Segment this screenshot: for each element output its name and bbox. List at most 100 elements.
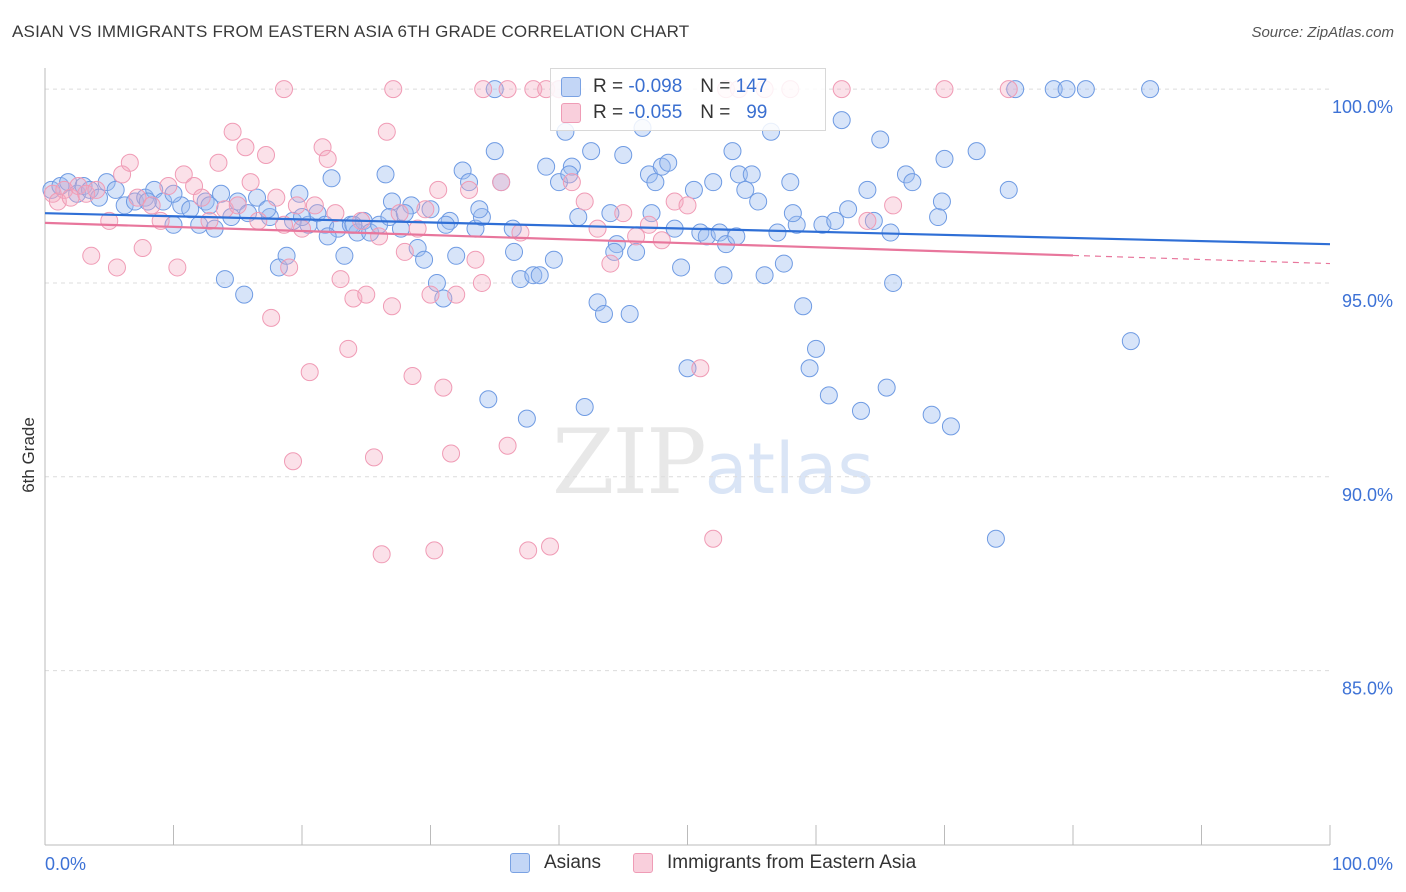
immigrants-point bbox=[275, 215, 294, 234]
immigrants-point bbox=[466, 250, 485, 269]
immigrants-point bbox=[639, 215, 658, 234]
immigrants-point bbox=[300, 363, 319, 382]
asians-point bbox=[684, 180, 703, 199]
asians-point bbox=[290, 184, 309, 203]
immigrants-point bbox=[395, 242, 414, 261]
asians-point bbox=[582, 142, 601, 161]
asians-point bbox=[832, 111, 851, 130]
asians-point bbox=[530, 266, 549, 285]
asians-point bbox=[941, 417, 960, 436]
asians-point bbox=[781, 173, 800, 192]
asians-point bbox=[627, 242, 646, 261]
asians-point bbox=[903, 173, 922, 192]
asians-point bbox=[517, 409, 536, 428]
asians-point bbox=[588, 293, 607, 312]
immigrants-point bbox=[999, 80, 1018, 99]
series-label-asians: Asians bbox=[544, 852, 602, 873]
immigrants-trend-extension bbox=[1072, 254, 1331, 265]
immigrants-point bbox=[241, 173, 260, 192]
immigrants-point bbox=[519, 541, 538, 560]
asians-point bbox=[742, 165, 761, 184]
immigrants-point bbox=[474, 80, 493, 99]
asians-point bbox=[215, 270, 234, 289]
immigrants-point bbox=[498, 80, 517, 99]
immigrants-point bbox=[249, 211, 268, 230]
immigrants-point bbox=[588, 219, 607, 238]
asians-point bbox=[967, 142, 986, 161]
legend-r-value: -0.098 bbox=[628, 76, 683, 97]
series-legend-immigrants: Immigrants from Eastern Asia bbox=[633, 852, 916, 874]
series-swatch-asians bbox=[510, 853, 530, 873]
immigrants-point bbox=[77, 184, 96, 203]
immigrants-point bbox=[498, 436, 517, 455]
asians-point bbox=[485, 142, 504, 161]
immigrants-point bbox=[120, 153, 139, 172]
series-label-immigrants: Immigrants from Eastern Asia bbox=[667, 852, 917, 873]
asians-point bbox=[1141, 80, 1160, 99]
immigrants-point bbox=[421, 285, 440, 304]
immigrants-point bbox=[425, 541, 444, 560]
asians-point bbox=[839, 200, 858, 219]
immigrants-point bbox=[832, 80, 851, 99]
asians-point bbox=[605, 242, 624, 261]
asians-point bbox=[524, 266, 543, 285]
asians-point bbox=[642, 204, 661, 223]
immigrants-point bbox=[133, 239, 152, 258]
asians-point bbox=[794, 297, 813, 316]
asians-point bbox=[1121, 332, 1140, 351]
asians-point bbox=[601, 204, 620, 223]
watermark: ZIPatlas bbox=[552, 410, 874, 515]
immigrants-point bbox=[87, 180, 106, 199]
asians-point bbox=[614, 146, 633, 165]
immigrants-point bbox=[447, 285, 466, 304]
asians-point bbox=[453, 161, 472, 180]
legend-n-label: N = bbox=[700, 76, 731, 97]
series-legend-asians: Asians bbox=[510, 852, 601, 874]
asians-point bbox=[427, 273, 446, 292]
immigrants-point bbox=[601, 254, 620, 273]
asians-point bbox=[704, 173, 723, 192]
y-tick-label: 95.0% bbox=[1342, 291, 1393, 311]
asians-point bbox=[932, 192, 951, 211]
y-tick-label: 85.0% bbox=[1342, 679, 1393, 699]
immigrants-point bbox=[305, 196, 324, 215]
asians-point bbox=[284, 211, 303, 230]
asians-point bbox=[646, 173, 665, 192]
asians-point bbox=[755, 266, 774, 285]
asians-point bbox=[884, 273, 903, 292]
immigrants-point bbox=[524, 80, 543, 99]
legend-n-value: 99 bbox=[746, 102, 768, 123]
immigrants-point bbox=[614, 204, 633, 223]
immigrants-point bbox=[228, 196, 247, 215]
asians-point bbox=[922, 405, 941, 424]
immigrants-point bbox=[492, 173, 511, 192]
immigrants-point bbox=[935, 80, 954, 99]
asians-point bbox=[594, 304, 613, 323]
asians-point bbox=[436, 215, 455, 234]
chart-source: Source: ZipAtlas.com bbox=[1251, 24, 1394, 41]
immigrants-point bbox=[69, 177, 88, 196]
asians-point bbox=[537, 157, 556, 176]
immigrants-point bbox=[318, 149, 337, 168]
watermark-atlas: atlas bbox=[704, 428, 874, 510]
immigrants-point bbox=[192, 188, 211, 207]
immigrants-point bbox=[275, 80, 294, 99]
immigrants-point bbox=[262, 308, 281, 327]
asians-point bbox=[935, 149, 954, 168]
immigrants-point bbox=[858, 211, 877, 230]
asians-point bbox=[774, 254, 793, 273]
immigrants-point bbox=[678, 196, 697, 215]
immigrants-point bbox=[339, 339, 358, 358]
legend-row-immigrants: R = -0.055 N = 99 bbox=[561, 101, 767, 125]
asians-point bbox=[723, 142, 742, 161]
immigrants-point bbox=[107, 258, 126, 277]
series-legend: Asians Immigrants from Eastern Asia bbox=[0, 852, 1406, 878]
immigrants-point bbox=[357, 285, 376, 304]
legend-swatch-asians bbox=[561, 77, 581, 97]
asians-point bbox=[505, 242, 524, 261]
asians-point bbox=[181, 200, 200, 219]
immigrants-point bbox=[223, 122, 242, 141]
asians-point bbox=[1006, 80, 1025, 99]
asians-point bbox=[322, 169, 341, 188]
